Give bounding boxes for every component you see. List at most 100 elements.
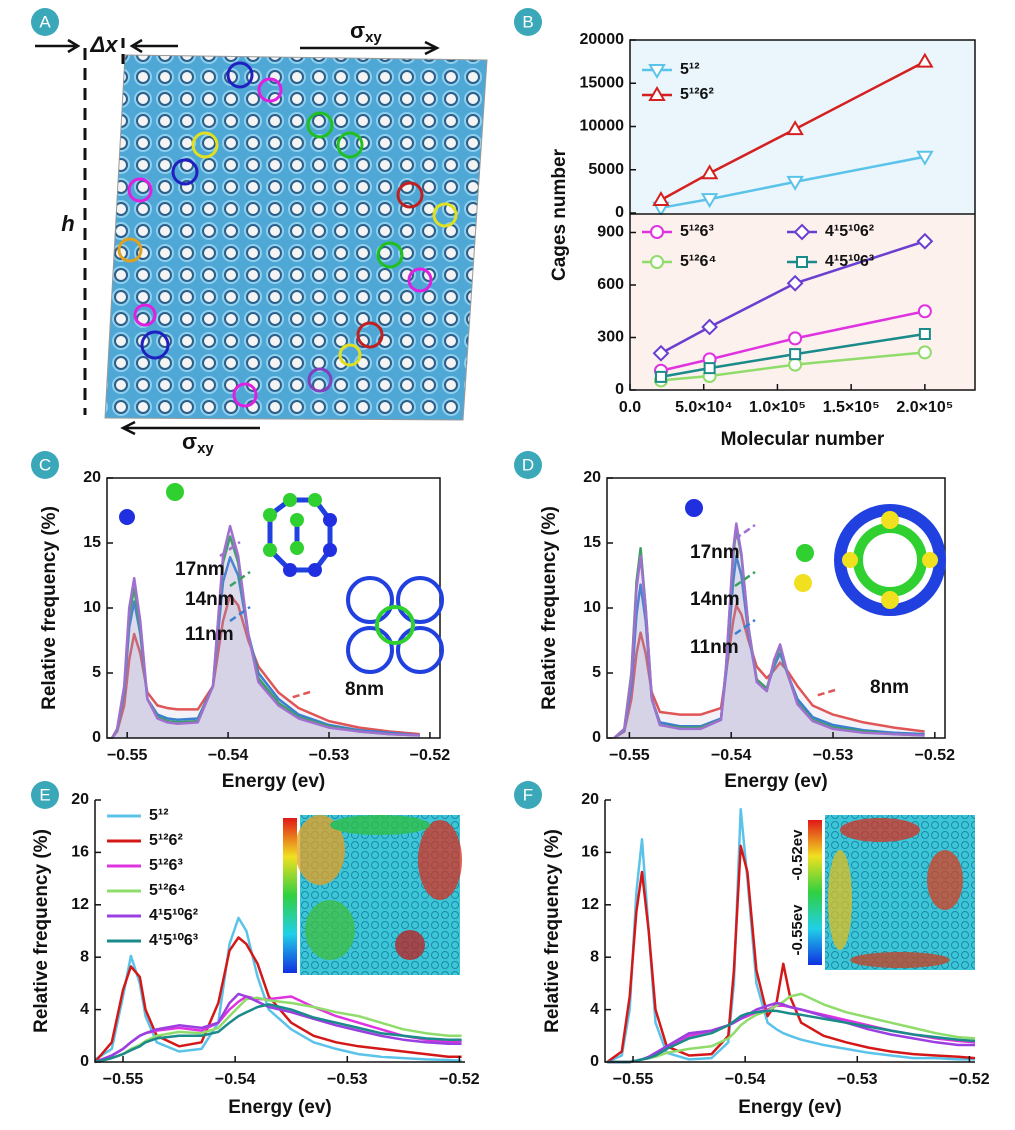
- marker: [701, 318, 719, 336]
- panel-a: Δx h σxy σxy A: [31, 8, 488, 457]
- line: [660, 240, 926, 355]
- line: [613, 522, 925, 739]
- molecule-c: [119, 483, 444, 674]
- line: [94, 916, 462, 1062]
- panel-letter: F: [523, 785, 533, 804]
- y-tick-label: 15000: [580, 74, 625, 91]
- y-tick-label: 20000: [580, 31, 625, 48]
- y-tick-label: 16: [581, 844, 599, 861]
- chart-panel: 0 5000 10000 15000 20000 5¹² 5¹²6² 0 300 600 900 5¹…: [514, 8, 976, 450]
- shear-arrow-top: [300, 40, 440, 56]
- x-tick-label: −0.54: [711, 747, 752, 764]
- y-axis-label: Relative frequency (%): [39, 506, 60, 710]
- panel-letter: B: [522, 12, 533, 31]
- offset-label: Δx: [89, 32, 118, 57]
- y-tick-label: 0: [592, 729, 601, 746]
- x-tick-label: −0.55: [613, 1071, 654, 1088]
- series-label: 14nm: [185, 589, 235, 610]
- y-tick-label: 0: [80, 1053, 89, 1070]
- marker: [703, 362, 716, 375]
- shear-arrow-bottom: [120, 420, 260, 436]
- x-tick-label: −0.53: [309, 747, 350, 764]
- legend-marker: [648, 86, 666, 101]
- y-tick-label: 12: [581, 896, 599, 913]
- x-axis-label: Energy (ev): [724, 771, 827, 792]
- plot-frame: [606, 477, 946, 739]
- marker: [652, 191, 670, 207]
- y-tick-label: 20: [71, 791, 89, 808]
- area: [112, 536, 420, 738]
- shear-label: σxy: [350, 18, 382, 46]
- x-tick-label: −0.55: [103, 1071, 144, 1088]
- label-leader: [734, 618, 756, 636]
- axes: [604, 800, 975, 1063]
- panel-badge: [514, 8, 542, 36]
- height-label: h: [61, 211, 74, 236]
- area: [614, 523, 925, 738]
- y-tick-label: 16: [71, 844, 89, 861]
- y-tick-label: 900: [597, 224, 624, 241]
- y-tick-label: 600: [597, 276, 624, 293]
- legend-label: 5¹²6²: [149, 832, 183, 849]
- label-leader: [734, 523, 756, 541]
- y-tick-label: 0: [615, 204, 624, 221]
- marker: [786, 120, 804, 136]
- area: [614, 527, 925, 738]
- axes: [94, 800, 465, 1063]
- series-label: 8nm: [870, 677, 909, 698]
- x-axis-label: Energy (ev): [738, 1097, 841, 1118]
- heatmap-hotspots: [295, 815, 462, 960]
- legend-marker: [796, 256, 808, 268]
- x-axis-label: Molecular number: [721, 429, 885, 450]
- y-tick-label: 10: [583, 599, 601, 616]
- series-label: 17nm: [175, 559, 225, 580]
- marker: [789, 348, 802, 361]
- panel-badge: [31, 781, 59, 809]
- heatmap-hotspots: [828, 818, 963, 968]
- marker: [786, 274, 804, 292]
- line: [607, 1009, 976, 1064]
- chart-panel: 0 4 8 12 16 20 5¹² 5¹²6² 5¹²6³ 5¹²6⁴ 4¹5¹⁰6² 4¹5¹⁰6…: [31, 781, 480, 1118]
- colorbar-label: -0.55ev: [789, 904, 806, 956]
- shear-subscript: xy: [365, 29, 382, 46]
- line: [613, 604, 925, 740]
- x-tick-label: 1.0×10⁵: [749, 399, 806, 416]
- panel-badge: [514, 781, 542, 809]
- line: [613, 554, 925, 739]
- line: [606, 844, 976, 1064]
- series-label: 14nm: [690, 589, 740, 610]
- series-label: 8nm: [345, 679, 384, 700]
- x-tick-label: −0.55: [107, 747, 148, 764]
- legend-label: 5¹²6⁴: [149, 882, 185, 899]
- line: [94, 992, 462, 1064]
- line: [94, 936, 462, 1063]
- area: [614, 556, 925, 738]
- label-leader: [219, 540, 241, 558]
- marker: [918, 328, 931, 340]
- x-tick-label: 1.5×10⁵: [823, 399, 880, 416]
- x-tick-label: 5.0×10⁴: [675, 399, 732, 416]
- series-label: 11nm: [185, 624, 234, 645]
- shear-symbol: σ: [182, 429, 197, 454]
- x-tick-label: −0.53: [837, 1071, 878, 1088]
- chart-panel: 0 5 10 15 20 8nm 11nm 14nm 17nm −0.55 −0.54 −0.53 −0…: [514, 451, 955, 792]
- y-tick-label: 0: [615, 381, 624, 398]
- x-tick-label: −0.52: [439, 1071, 480, 1088]
- marker: [652, 344, 670, 362]
- x-axis-label: Energy (ev): [228, 1097, 331, 1118]
- legend-marker: [650, 225, 664, 239]
- offset-arrows: [35, 38, 178, 54]
- y-tick-label: 4: [80, 1001, 89, 1018]
- legend-marker: [650, 255, 664, 269]
- marker: [916, 52, 934, 68]
- panel-letter: D: [522, 455, 534, 474]
- panel-letter: A: [39, 12, 51, 31]
- y-tick-label: 4: [590, 1001, 599, 1018]
- series-label: 11nm: [690, 637, 739, 658]
- line: [94, 1003, 462, 1064]
- y-tick-label: 20: [583, 469, 601, 486]
- legend-marker: [793, 223, 811, 241]
- label-leader: [734, 570, 756, 588]
- marker: [700, 193, 719, 209]
- marker: [700, 164, 719, 180]
